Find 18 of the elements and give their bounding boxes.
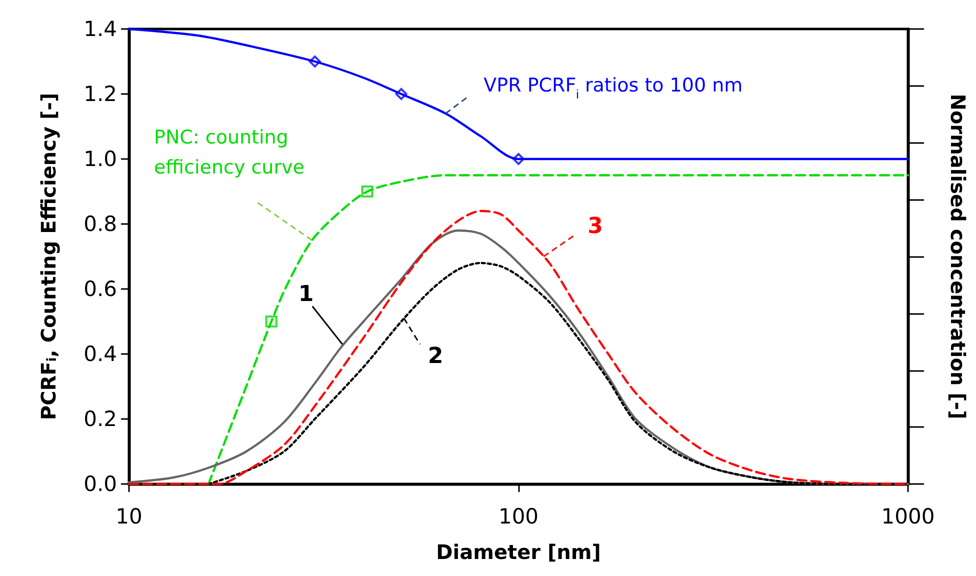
x-tick-label: 100	[498, 504, 539, 528]
x-tick-label: 1000	[881, 504, 935, 528]
y-tick-label: 0.4	[84, 342, 117, 366]
y-tick-label: 1.2	[84, 82, 117, 106]
y-tick-label: 1.0	[84, 147, 117, 171]
x-axis-title: Diameter [nm]	[436, 540, 601, 564]
y-tick-label: 0.6	[84, 277, 117, 301]
y-tick-label: 1.4	[84, 17, 117, 41]
y-tick-label: 0.0	[84, 472, 117, 496]
y2-axis-title: Normalised concentration [-]	[946, 94, 970, 420]
y-axis-title: PCRFi, Counting Efficiency [-]	[36, 92, 60, 420]
x-tick-label: 10	[116, 504, 142, 528]
annotation: 2	[428, 344, 444, 369]
annotation: 3	[588, 214, 603, 239]
y-tick-label: 0.8	[84, 212, 117, 236]
annotation: PNC: counting efficiency curve	[154, 126, 304, 178]
y-tick-label: 0.2	[84, 407, 117, 431]
annotation: 1	[298, 282, 314, 307]
